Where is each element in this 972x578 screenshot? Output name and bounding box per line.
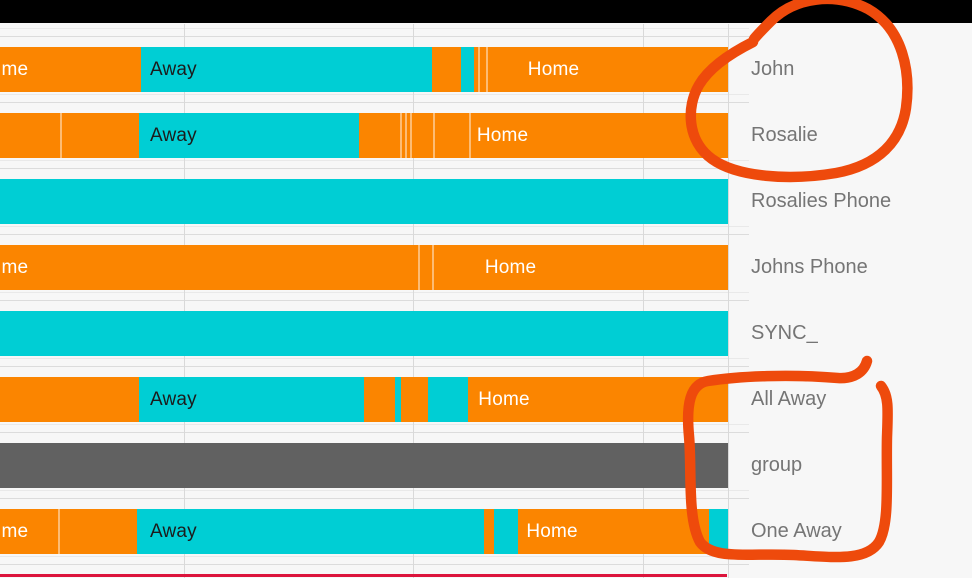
state-segment-away[interactable] [709,509,728,554]
state-label: Away [149,125,197,146]
segment-divider [486,47,489,92]
horizontal-gridline [0,358,749,359]
entity-label-johns-phone: Johns Phone [751,256,868,278]
state-segment-home[interactable] [364,377,396,422]
state-segment-away[interactable] [494,509,519,554]
state-segment-unknown[interactable] [0,443,728,488]
state-label: me [1,257,29,278]
state-segment-home[interactable] [518,509,710,554]
horizontal-gridline [0,28,749,29]
state-segment-home[interactable] [0,113,140,158]
state-segment-home[interactable] [401,377,429,422]
entity-label-rosalies-phone: Rosalies Phone [751,190,892,212]
timeline-row-group[interactable] [0,443,728,488]
horizontal-gridline [0,424,749,425]
horizontal-gridline [0,234,749,235]
state-segment-away[interactable] [141,47,432,92]
timeline-row-john[interactable]: me Away Home [0,47,728,92]
segment-divider [58,509,61,554]
horizontal-gridline [0,498,749,499]
segment-divider [433,113,436,158]
horizontal-gridline [0,556,749,557]
horizontal-gridline [0,366,749,367]
vertical-gridline [184,24,185,578]
entity-label-one-away: One Away [751,520,842,542]
horizontal-gridline [0,300,749,301]
horizontal-gridline [0,94,749,95]
state-label: Home [527,59,580,80]
state-label: Away [149,389,197,410]
horizontal-gridline [0,168,749,169]
segment-divider [59,113,62,158]
segment-divider [468,113,471,158]
timeline-row-rosalie[interactable]: Away Home [0,113,728,158]
state-label: me [1,521,29,542]
horizontal-gridline [0,102,749,103]
segment-divider [399,113,402,158]
timeline-row-all-away[interactable]: Away Home [0,377,728,422]
state-label: Home [478,389,530,410]
state-segment-home[interactable] [0,47,142,92]
state-segment-home[interactable] [0,377,140,422]
segment-divider [417,245,420,290]
timeline-row-johns-phone[interactable]: me Home [0,245,728,290]
timeline-row-one-away[interactable]: me Away Home [0,509,728,554]
horizontal-gridline [0,432,749,433]
state-label: Away [149,521,197,542]
vertical-gridline [413,24,414,578]
state-segment-away[interactable] [139,377,364,422]
state-label: me [1,59,29,80]
timeline-row-sync-[interactable] [0,311,728,356]
state-label: Home [526,521,578,542]
state-label: Home [476,125,529,146]
state-segment-away[interactable] [0,179,728,224]
state-segment-away[interactable] [460,47,474,92]
state-segment-away[interactable] [395,377,402,422]
entity-label-john: John [751,58,795,80]
state-segment-away[interactable] [0,311,728,356]
state-label: Home [484,257,537,278]
entity-label-rosalie: Rosalie [751,124,818,146]
entity-label-all-away: All Away [751,388,827,410]
entity-label-sync-: SYNC_ [751,322,818,344]
state-segment-away[interactable] [139,113,359,158]
segment-divider [478,47,481,92]
vertical-gridline [643,24,644,578]
state-segment-home[interactable] [473,47,728,92]
state-segment-home[interactable] [431,47,461,92]
state-segment-home[interactable] [0,245,728,290]
state-segment-away[interactable] [428,377,469,422]
state-segment-home[interactable] [484,509,495,554]
entity-label-group: group [751,454,803,476]
state-segment-home[interactable] [0,509,137,554]
segment-divider [404,113,407,158]
horizontal-gridline [0,226,749,227]
horizontal-gridline [0,36,749,37]
state-label: Away [149,59,197,80]
segment-divider [409,113,412,158]
time-cursor-line [0,574,727,577]
horizontal-gridline [0,292,749,293]
segment-divider [431,245,434,290]
horizontal-gridline [0,160,749,161]
horizontal-gridline [0,564,749,565]
timeline-row-rosalies-phone[interactable] [0,179,728,224]
horizontal-gridline [0,490,749,491]
state-segment-away[interactable] [136,509,485,554]
vertical-gridline [728,24,729,578]
state-segment-home[interactable] [358,113,728,158]
